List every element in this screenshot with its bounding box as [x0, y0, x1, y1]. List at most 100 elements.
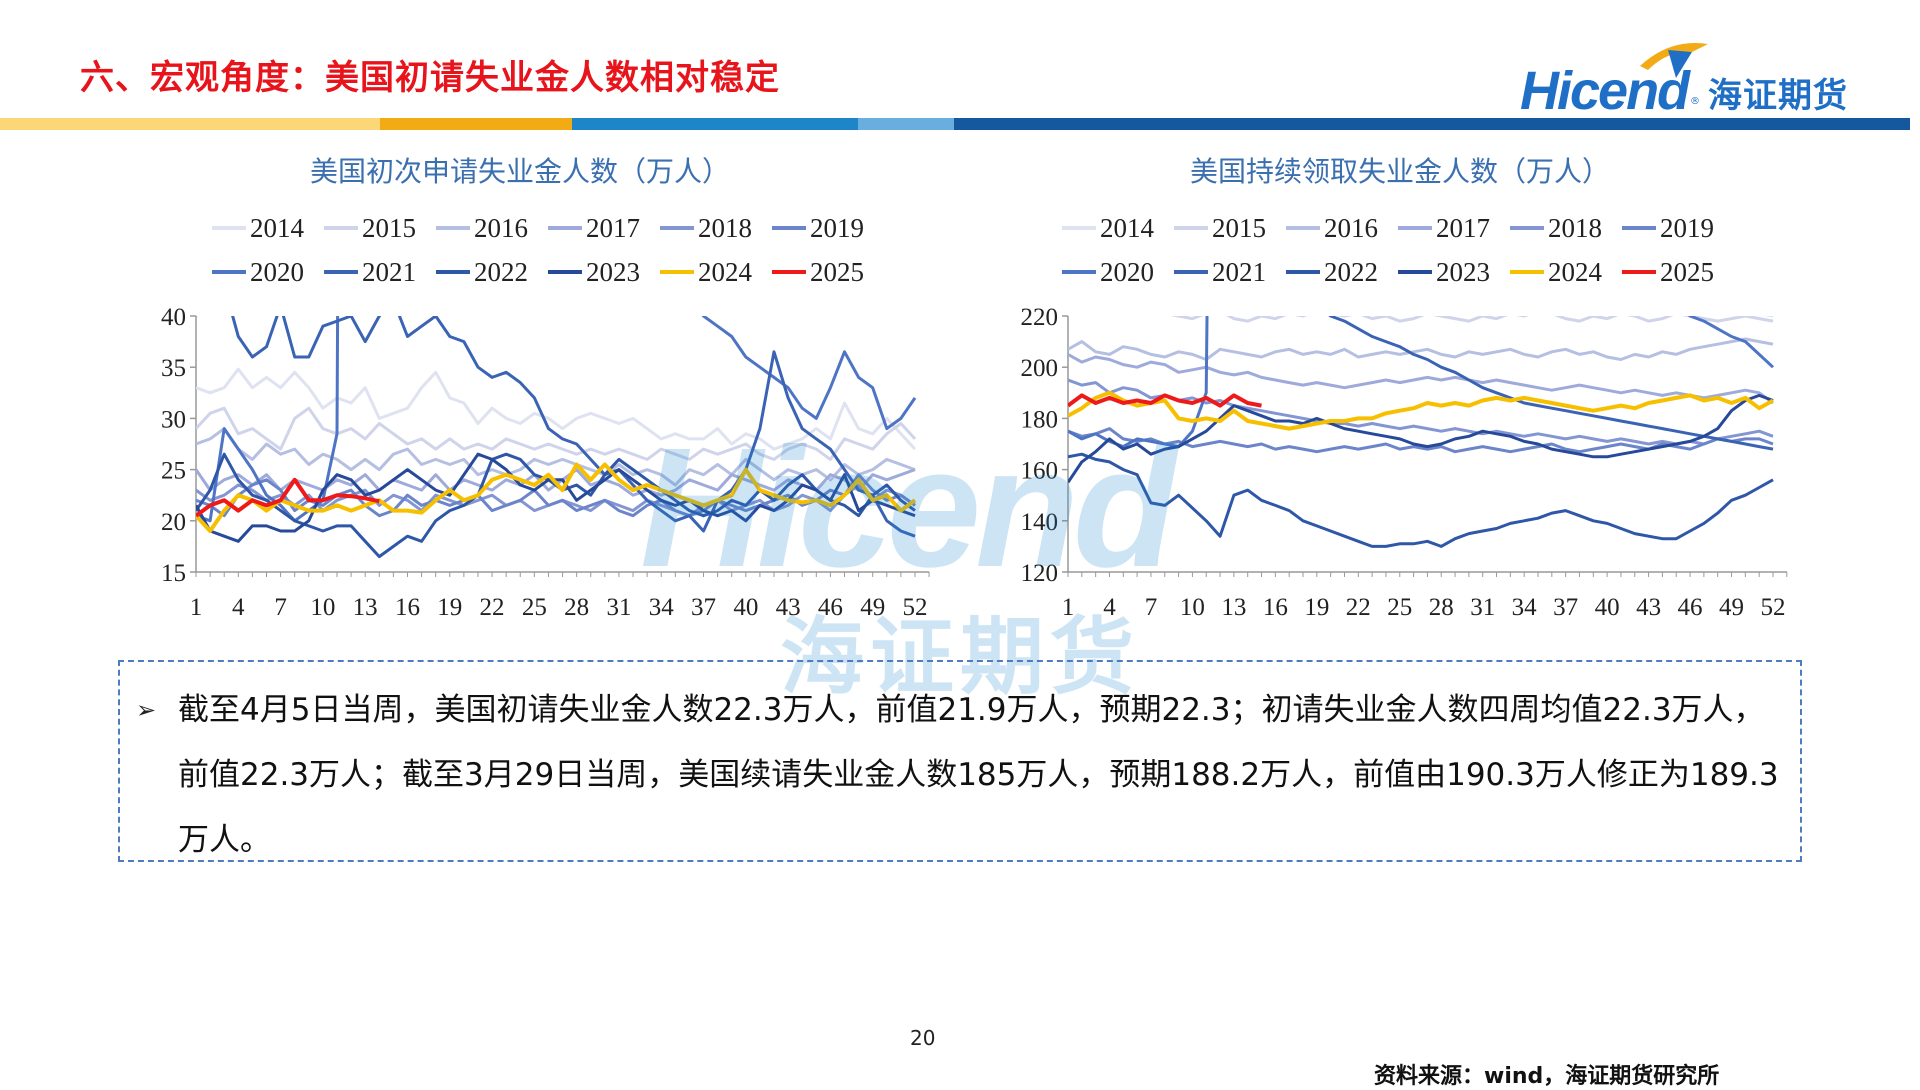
chart-title-continuing-claims: 美国持续领取失业金人数（万人） [1189, 155, 1610, 188]
legend-item-2024: 2024 [1510, 257, 1603, 287]
y-tick-label: 25 [161, 458, 186, 485]
legend-item-2015: 2015 [1174, 213, 1266, 243]
legend-label: 2016 [474, 213, 528, 243]
legend-label: 2014 [1100, 213, 1155, 243]
x-tick-label: 10 [310, 594, 335, 621]
x-tick-label: 31 [606, 594, 631, 621]
legend-item-2014: 2014 [212, 213, 305, 243]
x-tick-label: 7 [274, 594, 287, 621]
legend-label: 2024 [698, 257, 753, 287]
legend-label: 2024 [1548, 257, 1603, 287]
y-tick-label: 20 [161, 509, 186, 536]
legend-item-2025: 2025 [772, 257, 864, 287]
legend-label: 2017 [586, 213, 640, 243]
x-tick-label: 49 [860, 594, 885, 621]
series-line-2021 [1328, 316, 1774, 451]
legend-item-2020: 2020 [1062, 257, 1154, 287]
y-tick-label: 35 [161, 355, 186, 382]
legend-label: 2015 [1212, 213, 1266, 243]
series-line-2024 [1068, 390, 1774, 431]
summary-note-text: 截至4月5日当周，美国初请失业金人数22.3万人，前值21.9万人，预期22.3… [178, 692, 1779, 858]
x-tick-label: 16 [395, 594, 420, 621]
plot-area [1068, 316, 1775, 548]
legend-label: 2023 [586, 257, 640, 287]
x-tick-label: 22 [1346, 594, 1371, 621]
chart-title-initial-claims: 美国初次申请失业金人数（万人） [309, 155, 730, 188]
series-line-2015 [1170, 316, 1774, 323]
y-tick-label: 120 [1021, 560, 1059, 587]
x-tick-label: 40 [1595, 594, 1620, 621]
legend-item-2014: 2014 [1062, 213, 1155, 243]
stripe-segment [0, 118, 380, 130]
x-tick-label: 19 [437, 594, 462, 621]
y-tick-label: 160 [1021, 458, 1059, 485]
x-tick-label: 43 [776, 594, 801, 621]
stripe-segment [572, 118, 858, 130]
x-tick-label: 16 [1263, 594, 1288, 621]
legend-label: 2021 [362, 257, 416, 287]
legend-label: 2022 [1324, 257, 1378, 287]
logo-chinese-name: 海证期货 [1708, 76, 1848, 116]
series-line-2020 [1068, 316, 1775, 449]
legend-label: 2016 [1324, 213, 1378, 243]
x-tick-label: 4 [232, 594, 245, 621]
legend-item-2023: 2023 [548, 257, 640, 287]
legend-label: 2018 [698, 213, 752, 243]
legend-item-2021: 2021 [1174, 257, 1266, 287]
logo-text: Hicend [1520, 61, 1690, 121]
legend-label: 2015 [362, 213, 416, 243]
x-tick-label: 46 [818, 594, 843, 621]
series-line-2015 [196, 406, 917, 461]
brand-logo: Hicend ® 海证期货 [1520, 38, 1880, 121]
series-line-2017 [1068, 353, 1774, 405]
x-tick-label: 40 [733, 594, 758, 621]
x-tick-label: 7 [1145, 594, 1158, 621]
y-tick-label: 180 [1021, 406, 1059, 433]
summary-note-box: ➢ 截至4月5日当周，美国初请失业金人数22.3万人，前值21.9万人，预期22… [118, 660, 1802, 862]
continuing-claims-chart: 2014 2015 2016 2017 2018 2019 2020 2021 2022 2023… [1021, 213, 1788, 621]
arrow-bullet-icon: ➢ [136, 696, 157, 724]
x-tick-label: 37 [691, 594, 716, 621]
legend-item-2015: 2015 [324, 213, 416, 243]
x-tick-label: 34 [1512, 594, 1538, 621]
legend-item-2016: 2016 [436, 213, 528, 243]
legend-label: 2019 [1660, 213, 1714, 243]
x-tick-label: 25 [522, 594, 547, 621]
logo-swoosh-icon [1640, 42, 1708, 78]
y-tick-label: 140 [1021, 509, 1059, 536]
series-line-2025 [1068, 393, 1262, 408]
legend-item-2018: 2018 [660, 213, 752, 243]
legend-item-2019: 2019 [772, 213, 864, 243]
legend-item-2020: 2020 [212, 257, 304, 287]
series-line-2023 [1068, 393, 1774, 484]
x-tick-label: 1 [1062, 594, 1075, 621]
series-line-2016 [1068, 337, 1774, 361]
x-tick-label: 52 [1761, 594, 1786, 621]
legend-label: 2025 [810, 257, 864, 287]
series-line-2014 [196, 367, 917, 451]
legend-label: 2022 [474, 257, 528, 287]
x-tick-label: 31 [1470, 594, 1495, 621]
stripe-segment [954, 118, 1910, 130]
x-tick-label: 1 [190, 594, 203, 621]
x-tick-label: 10 [1180, 594, 1205, 621]
legend-label: 2020 [250, 257, 304, 287]
x-tick-label: 22 [480, 594, 505, 621]
legend-label: 2014 [250, 213, 305, 243]
y-tick-label: 220 [1021, 304, 1059, 331]
y-tick-label: 15 [161, 560, 186, 587]
legend-label: 2021 [1212, 257, 1266, 287]
legend-item-2023: 2023 [1398, 257, 1490, 287]
legend-label: 2020 [1100, 257, 1154, 287]
legend-item-2021: 2021 [324, 257, 416, 287]
series-line-2018 [1068, 378, 1774, 446]
x-tick-label: 28 [564, 594, 589, 621]
legend-item-2022: 2022 [436, 257, 528, 287]
legend-item-2018: 2018 [1510, 213, 1602, 243]
plot-area [196, 316, 917, 559]
series-line-2016 [196, 427, 916, 487]
legend-label: 2023 [1436, 257, 1490, 287]
series-line-2024 [196, 462, 917, 533]
legend-label: 2025 [1660, 257, 1714, 287]
y-tick-label: 200 [1021, 355, 1059, 382]
